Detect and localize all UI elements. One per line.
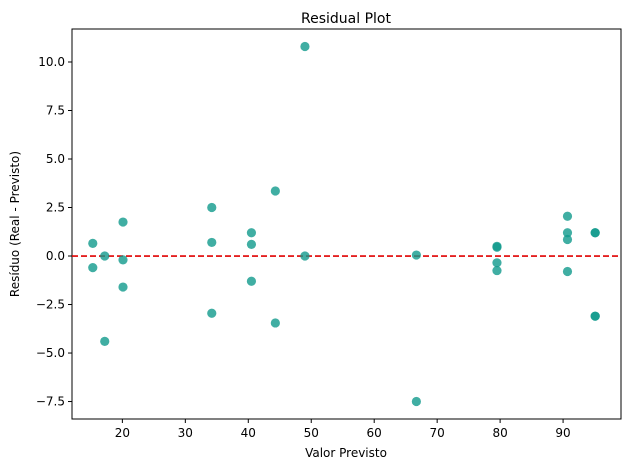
- data-point: [118, 282, 128, 292]
- y-tick-label: 7.5: [46, 103, 65, 117]
- plot-area: [71, 28, 622, 420]
- y-tick-label: 0.0: [46, 249, 65, 263]
- data-point: [562, 211, 573, 221]
- data-point: [246, 228, 257, 238]
- y-tick-label: 10.0: [38, 55, 65, 69]
- x-tick-label: 80: [492, 426, 507, 440]
- x-tick-label: 70: [430, 426, 445, 440]
- x-tick-label: 90: [555, 426, 570, 440]
- y-tick-label: −7.5: [36, 395, 65, 409]
- x-axis-label: Valor Previsto: [305, 446, 387, 460]
- chart-title: Residual Plot: [301, 11, 391, 27]
- data-point: [118, 255, 128, 265]
- x-tick-label: 50: [304, 426, 319, 440]
- data-point: [207, 308, 217, 318]
- data-point: [590, 228, 600, 238]
- plot-frame: [71, 28, 622, 420]
- x-tick-label: 40: [241, 426, 256, 440]
- data-point: [411, 250, 421, 260]
- y-axis: −7.5 −5.0 −2.5 0.0 2.5 5.0 7.5 10.0: [36, 55, 72, 409]
- data-point: [246, 276, 257, 286]
- data-point: [207, 202, 217, 213]
- data-point: [411, 396, 421, 407]
- data-point: [562, 234, 573, 245]
- x-tick-label: 60: [367, 426, 382, 440]
- data-point: [590, 311, 600, 321]
- data-point: [492, 258, 502, 268]
- x-axis: 20 30 40 50 60 70 80 90: [115, 419, 571, 440]
- data-point: [270, 186, 280, 196]
- data-point: [88, 263, 98, 273]
- data-point: [492, 242, 502, 252]
- data-point: [118, 217, 128, 227]
- data-point: [100, 336, 110, 346]
- y-tick-label: −5.0: [36, 346, 65, 360]
- y-tick-label: 5.0: [46, 152, 65, 166]
- data-point: [300, 41, 310, 52]
- data-point: [562, 266, 573, 277]
- data-point: [562, 228, 573, 238]
- data-point: [100, 251, 110, 261]
- y-tick-label: 2.5: [46, 201, 65, 215]
- x-tick-label: 20: [115, 426, 130, 440]
- data-point: [88, 238, 98, 249]
- data-point: [270, 318, 280, 328]
- data-point: [492, 265, 502, 276]
- data-point: [207, 237, 217, 248]
- x-tick-label: 30: [178, 426, 193, 440]
- data-point: [300, 251, 310, 261]
- data-point: [246, 239, 257, 249]
- y-tick-label: −2.5: [36, 298, 65, 312]
- y-axis-label: Resíduo (Real - Previsto): [8, 151, 22, 297]
- data-points: [88, 41, 600, 407]
